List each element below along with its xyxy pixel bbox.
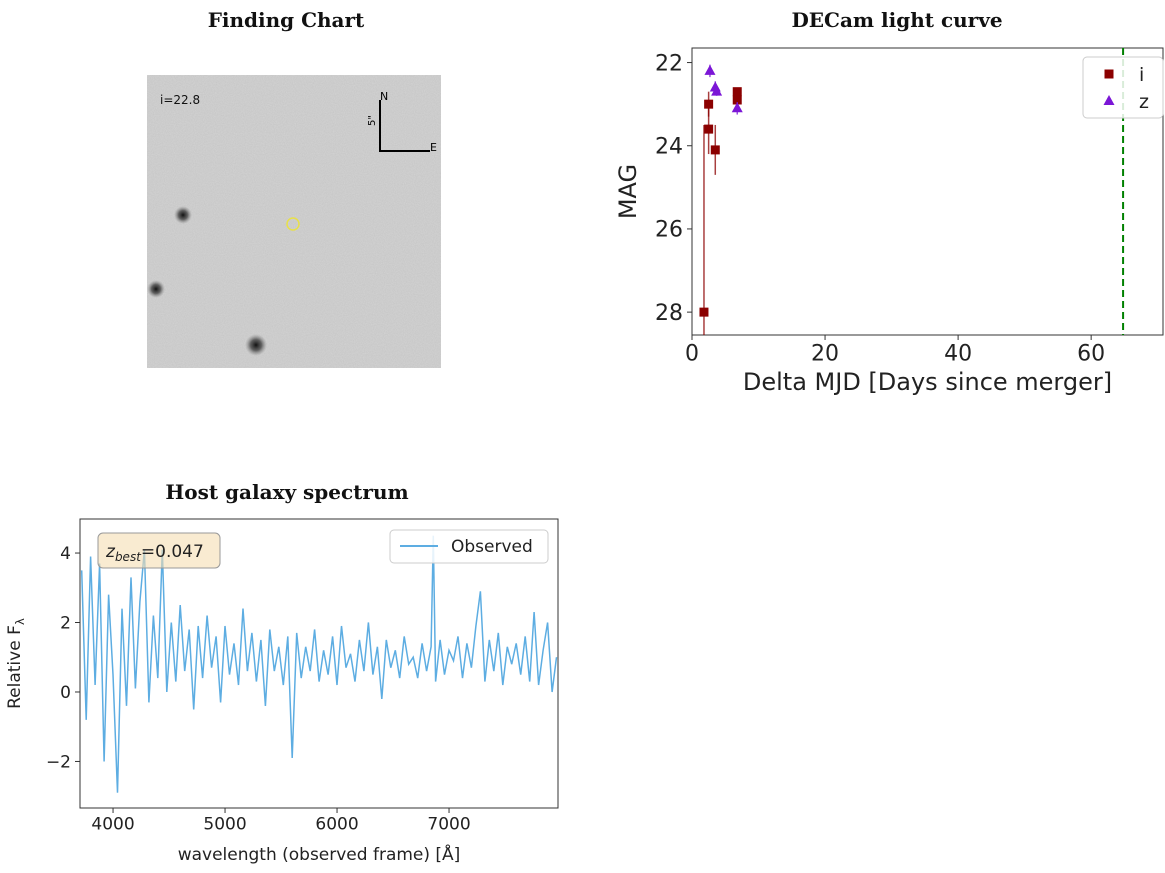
annotation: zbest=0.047 (105, 542, 204, 564)
chart-title: Finding Chart (208, 8, 365, 32)
legend-box (389, 529, 549, 564)
legend-label: z (1139, 91, 1149, 113)
annotation-value: =0.047 (141, 542, 204, 562)
source (147, 280, 165, 298)
y-tick-label: 4 (60, 544, 71, 564)
x-tick-label: 4000 (91, 815, 134, 835)
y-axis-label: Relative Fλ (5, 618, 27, 709)
annotation-var: z (105, 542, 116, 562)
legend-label: Observed (451, 537, 533, 557)
scale-label: 5" (367, 115, 378, 126)
x-tick-label: 6000 (315, 815, 358, 835)
legend-box (1082, 56, 1164, 119)
y-axis-label: MAG (614, 164, 642, 219)
y-tick-label: 28 (655, 301, 683, 326)
plot-frame (691, 47, 1164, 336)
annotation-sub: best (115, 550, 142, 564)
y-tick-label: −2 (46, 752, 71, 772)
x-tick-label: 20 (811, 342, 839, 367)
marker (711, 85, 723, 96)
x-tick-label: 0 (685, 342, 699, 367)
marker (731, 102, 743, 113)
marker (704, 64, 716, 75)
compass-n: N (380, 90, 388, 103)
source (174, 206, 192, 224)
y-axis-label-sub: λ (13, 618, 27, 625)
annotation-box (97, 532, 221, 569)
spectrum-line (80, 535, 558, 793)
x-tick-label: 5000 (203, 815, 246, 835)
chart-title: DECam light curve (791, 8, 1002, 32)
x-axis-label: Delta MJD [Days since merger] (743, 368, 1112, 396)
compass (379, 100, 430, 152)
y-axis-label-text: Relative F (5, 625, 25, 709)
y-tick-label: 24 (655, 134, 683, 159)
source (245, 334, 267, 356)
y-tick-label: 26 (655, 218, 683, 243)
plot-frame (79, 518, 559, 809)
y-axis-label-text: MAG (614, 164, 642, 219)
legend-label: i (1139, 64, 1144, 86)
x-axis-label: wavelength (observed frame) [Å] (178, 843, 461, 865)
y-tick-label: 22 (655, 51, 683, 76)
y-tick-label: 0 (60, 683, 71, 703)
marker (732, 87, 742, 97)
chart-title: Host galaxy spectrum (165, 480, 408, 504)
marker (704, 124, 714, 134)
marker (710, 145, 720, 155)
x-tick-label: 40 (944, 342, 972, 367)
compass-e: E (430, 141, 437, 154)
marker (1104, 69, 1114, 79)
x-tick-label: 60 (1077, 342, 1105, 367)
x-tick-label: 7000 (427, 815, 470, 835)
y-tick-label: 2 (60, 613, 71, 633)
marker (732, 95, 742, 105)
target-marker (286, 217, 300, 231)
marker (699, 307, 709, 317)
marker (1103, 95, 1115, 105)
image-noise (147, 75, 441, 368)
magnitude-label: i=22.8 (160, 93, 200, 107)
